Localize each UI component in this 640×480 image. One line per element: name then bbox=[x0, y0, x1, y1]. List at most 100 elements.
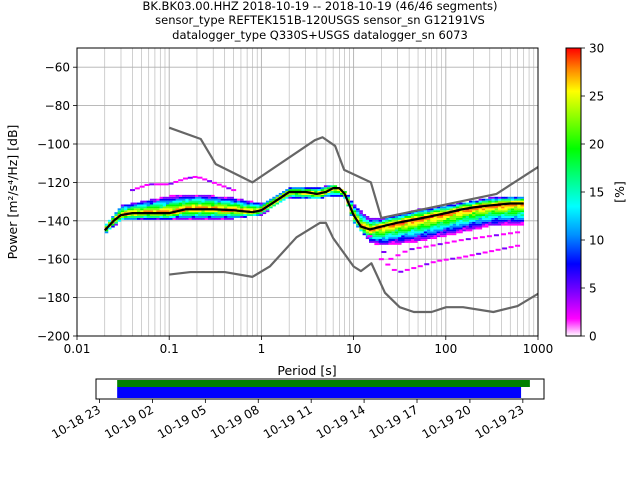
psd-cell bbox=[410, 237, 415, 240]
psd-cell bbox=[211, 196, 215, 199]
psd-cell bbox=[488, 208, 492, 211]
psd-cell bbox=[372, 229, 376, 232]
psd-cell bbox=[443, 231, 447, 234]
psd-cell bbox=[427, 214, 431, 216]
psd-cell bbox=[191, 216, 196, 218]
psd-cell bbox=[282, 192, 286, 195]
psd-outlier-cell bbox=[178, 179, 184, 182]
psd-outlier-cell bbox=[374, 243, 380, 246]
psd-cell bbox=[153, 214, 157, 216]
psd-outlier-cell bbox=[385, 263, 391, 266]
psd-cell bbox=[298, 189, 302, 192]
psd-cell bbox=[504, 221, 508, 224]
psd-cell bbox=[333, 194, 338, 197]
psd-cell bbox=[159, 196, 164, 199]
psd-cell bbox=[127, 217, 131, 220]
psd-cell bbox=[417, 229, 421, 232]
psd-cell bbox=[265, 202, 270, 205]
psd-outlier-cell bbox=[163, 183, 169, 186]
psd-cell bbox=[175, 200, 180, 203]
mode-line bbox=[103, 187, 524, 232]
psd-cell bbox=[391, 217, 396, 220]
psd-cell bbox=[456, 223, 460, 226]
psd-cell bbox=[398, 240, 402, 243]
psd-cell bbox=[149, 200, 154, 203]
psd-cell bbox=[401, 216, 405, 218]
psd-cell bbox=[304, 194, 309, 197]
psd-cell bbox=[246, 208, 251, 211]
psd-cell bbox=[491, 210, 496, 213]
psd-cell bbox=[194, 198, 199, 201]
psd-cell bbox=[359, 227, 363, 230]
psd-cell bbox=[194, 204, 199, 207]
psd-cell bbox=[317, 194, 321, 197]
psd-cell bbox=[220, 206, 225, 209]
psd-cell bbox=[307, 187, 312, 190]
psd-cell bbox=[439, 210, 444, 213]
psd-density bbox=[104, 175, 525, 273]
psd-cell bbox=[191, 200, 196, 203]
psd-cell bbox=[204, 204, 209, 207]
psd-cell bbox=[227, 202, 231, 205]
psd-cell bbox=[182, 204, 186, 207]
psd-cell bbox=[278, 198, 283, 201]
psd-cell bbox=[468, 210, 473, 213]
psd-cell bbox=[465, 221, 470, 224]
psd-cell bbox=[246, 214, 251, 216]
psd-outlier-cell bbox=[226, 187, 232, 190]
psd-cell bbox=[169, 208, 173, 211]
psd-cell bbox=[478, 204, 483, 207]
psd-cell bbox=[391, 227, 396, 230]
psd-cell bbox=[407, 231, 412, 234]
psd-outlier-cell bbox=[430, 244, 436, 247]
psd-cell bbox=[417, 223, 421, 226]
psd-cell bbox=[253, 202, 257, 205]
psd-cell bbox=[224, 206, 228, 209]
psd-cell bbox=[517, 198, 521, 201]
psd-cell bbox=[362, 219, 367, 222]
psd-cell bbox=[420, 229, 425, 232]
psd-cell bbox=[372, 221, 376, 224]
psd-cell bbox=[114, 216, 118, 218]
psd-cell bbox=[468, 212, 473, 215]
psd-cell bbox=[140, 214, 144, 216]
psd-cell bbox=[456, 217, 460, 220]
psd-outlier-cell bbox=[216, 183, 222, 186]
psd-cell bbox=[230, 206, 234, 209]
psd-cell bbox=[143, 216, 147, 218]
psd-cell bbox=[446, 229, 450, 232]
psd-cell bbox=[317, 187, 321, 190]
psd-cell bbox=[169, 194, 173, 197]
psd-cell bbox=[423, 239, 428, 241]
psd-cell bbox=[462, 217, 466, 220]
psd-cell bbox=[459, 210, 463, 213]
psd-cell bbox=[269, 198, 273, 201]
psd-cell bbox=[214, 206, 218, 209]
psd-cell bbox=[433, 208, 437, 211]
psd-cell bbox=[330, 191, 334, 193]
psd-cell bbox=[427, 210, 431, 213]
psd-cell bbox=[404, 214, 408, 216]
psd-cell bbox=[485, 225, 489, 228]
psd-cell bbox=[497, 219, 502, 222]
psd-cell bbox=[468, 200, 473, 203]
psd-cell bbox=[514, 223, 518, 226]
psd-cell bbox=[491, 202, 496, 205]
x-tick-label: 0.1 bbox=[160, 342, 179, 356]
psd-cell bbox=[456, 227, 460, 230]
psd-cell bbox=[494, 206, 499, 209]
psd-cell bbox=[452, 216, 457, 218]
psd-cell bbox=[146, 206, 151, 209]
psd-cell bbox=[211, 206, 215, 209]
psd-cell bbox=[130, 204, 135, 207]
psd-cell bbox=[220, 202, 225, 205]
psd-cell bbox=[517, 217, 521, 220]
psd-cell bbox=[159, 210, 164, 213]
psd-cell bbox=[372, 217, 376, 220]
psd-cell bbox=[204, 210, 209, 213]
psd-cell bbox=[459, 227, 463, 230]
psd-cell bbox=[159, 200, 164, 203]
psd-cell bbox=[185, 217, 189, 220]
psd-cell bbox=[143, 200, 147, 203]
psd-cell bbox=[327, 194, 331, 197]
